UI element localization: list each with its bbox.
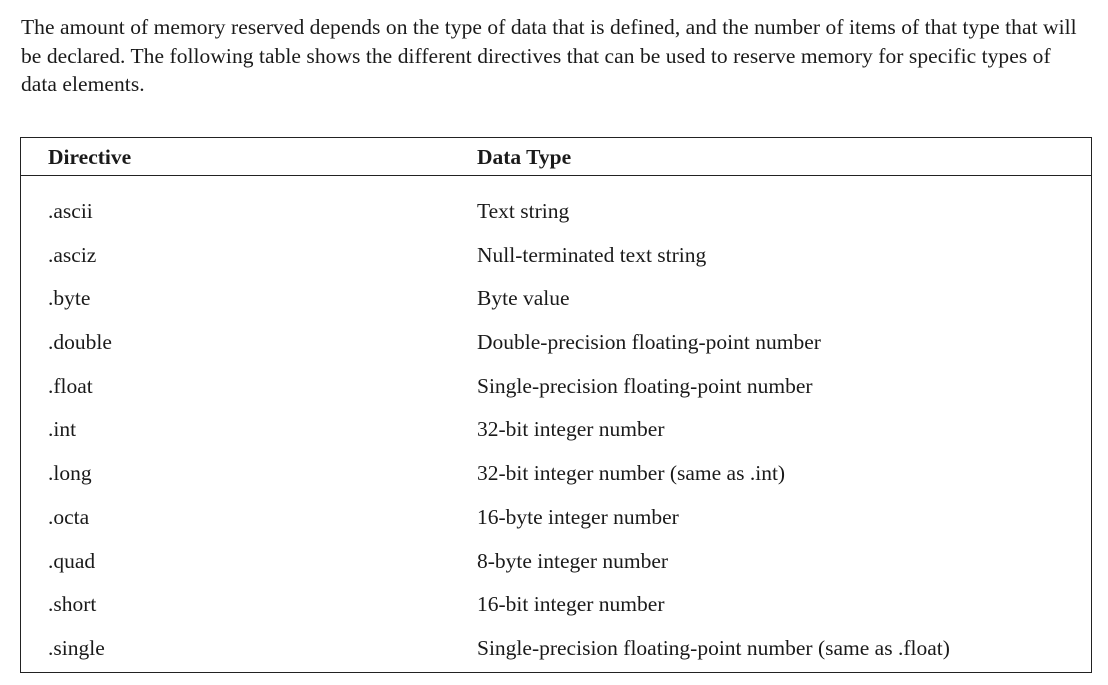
data-type-cell: Null-terminated text string — [477, 242, 707, 267]
data-type-cell: Single-precision floating-point number — [477, 373, 813, 398]
directive-cell: .float — [48, 373, 93, 398]
directives-table: Directive Data Type .ascii Text string .as… — [20, 137, 1092, 673]
directive-cell: .short — [48, 592, 97, 617]
data-type-cell: 32-bit integer number — [477, 417, 665, 442]
table-row: .octa 16-byte integer number — [21, 496, 1091, 540]
intro-paragraph: The amount of memory reserved depends on… — [21, 15, 1077, 96]
directive-cell: .byte — [48, 286, 91, 311]
directive-cell: .single — [48, 635, 105, 660]
table-body: .ascii Text string .asciz Null-terminated t… — [21, 190, 1091, 671]
data-type-cell: Double-precision floating-point number — [477, 330, 821, 355]
table-row: .ascii Text string — [21, 190, 1091, 234]
table-row: .quad 8-byte integer number — [21, 540, 1091, 584]
table-row: .byte Byte value — [21, 277, 1091, 321]
directive-cell: .double — [48, 330, 112, 355]
data-type-cell: Single-precision floating-point number (… — [477, 635, 950, 660]
data-type-cell: Text string — [477, 199, 570, 223]
header-data-type: Data Type — [477, 145, 572, 169]
table-row: .float Single-precision floating-point nu… — [21, 365, 1091, 409]
data-type-cell: 16-byte integer number — [477, 504, 679, 529]
table-row: .int 32-bit integer number — [21, 408, 1091, 452]
table-row: .double Double-precision floating-point n… — [21, 321, 1091, 365]
directive-cell: .octa — [48, 504, 90, 529]
directive-cell: .quad — [48, 548, 96, 573]
data-type-cell: Byte value — [477, 286, 570, 311]
header-directive: Directive — [48, 145, 132, 169]
table-header: Directive Data Type — [21, 138, 1091, 176]
table-row: .short 16-bit integer number — [21, 583, 1091, 627]
table-row: .asciz Null-terminated text string — [21, 234, 1091, 278]
directive-cell: .ascii — [48, 199, 93, 223]
data-type-cell: 16-bit integer number — [477, 592, 665, 617]
table-row: .long 32-bit integer number (same as .int… — [21, 452, 1091, 496]
directive-cell: .int — [48, 417, 77, 442]
directive-cell: .asciz — [48, 242, 97, 267]
directive-cell: .long — [48, 461, 92, 486]
table-row: .single Single-precision floating-point n… — [21, 627, 1091, 671]
data-type-cell: 8-byte integer number — [477, 548, 669, 573]
data-type-cell: 32-bit integer number (same as .int) — [477, 461, 786, 486]
